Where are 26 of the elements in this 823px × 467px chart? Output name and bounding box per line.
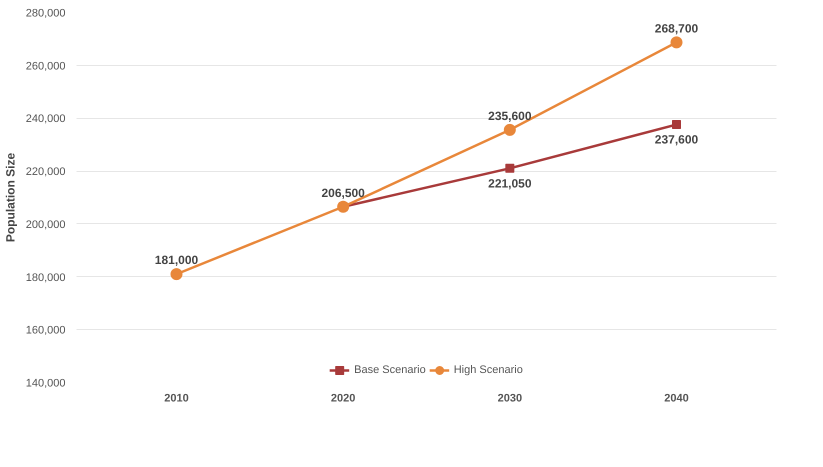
data-label: 221,050 bbox=[488, 176, 532, 190]
y-tick-label: 160,000 bbox=[26, 324, 66, 337]
point bbox=[505, 164, 514, 173]
data-label: 237,600 bbox=[654, 132, 699, 147]
x-tick-label: 2020 bbox=[330, 392, 356, 404]
point bbox=[170, 268, 182, 280]
data-label: 235,600 bbox=[488, 108, 532, 123]
x-tick-label: 2010 bbox=[164, 392, 189, 404]
point bbox=[504, 124, 516, 136]
point bbox=[672, 120, 681, 130]
y-tick-label: 140,000 bbox=[26, 378, 66, 390]
y-tick-label: 280,000 bbox=[26, 8, 66, 20]
data-label: 181,000 bbox=[154, 253, 199, 268]
y-tick-label: 200,000 bbox=[26, 218, 66, 231]
y-tick-label: 240,000 bbox=[26, 113, 66, 126]
legend-label: Base Scenario bbox=[354, 364, 426, 376]
data-label: 268,700 bbox=[654, 21, 699, 36]
legend-label: High Scenario bbox=[454, 364, 523, 376]
y-tick-label: 180,000 bbox=[26, 272, 66, 284]
y-tick-label: 220,000 bbox=[26, 166, 66, 178]
y-tick-label: 260,000 bbox=[26, 60, 66, 72]
data-label: 206,500 bbox=[321, 186, 366, 200]
x-tick-label: 2040 bbox=[664, 392, 689, 404]
point bbox=[670, 36, 682, 48]
x-tick-label: 2030 bbox=[498, 392, 522, 404]
y-axis-title: Population Size bbox=[4, 152, 18, 242]
